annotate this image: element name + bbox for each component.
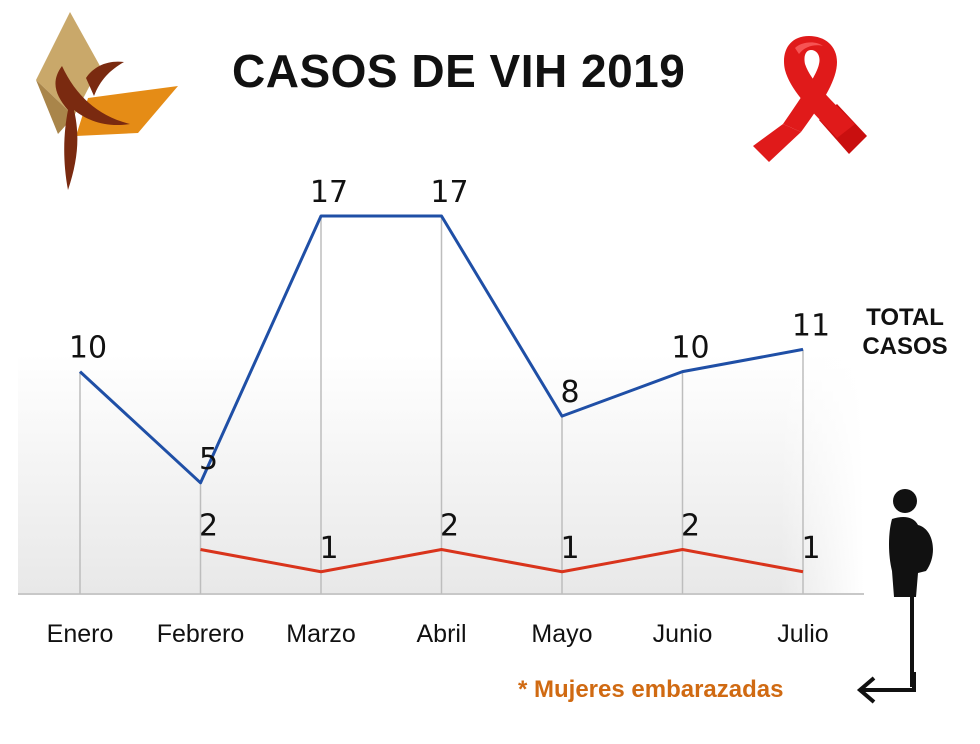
- arrow-left-icon: [856, 672, 916, 704]
- x-tick-label: Julio: [777, 620, 828, 648]
- series-line-pregnant: [200, 548, 804, 574]
- total-cases-label: TOTAL CASOS: [855, 303, 955, 361]
- series-line-total: [78, 214, 804, 485]
- x-tick-label: Abril: [416, 620, 466, 648]
- x-tick-label: Febrero: [157, 620, 245, 648]
- page-title: CASOS DE VIH 2019: [232, 45, 686, 97]
- data-label-total: 8: [560, 375, 579, 410]
- x-tick-label: Enero: [47, 620, 114, 648]
- data-label-pregnant: 1: [801, 531, 820, 566]
- data-label-pregnant: 1: [560, 531, 579, 566]
- data-label-total: 17: [430, 175, 468, 210]
- x-tick-label: Junio: [653, 620, 713, 648]
- total-label-line2: CASOS: [862, 333, 948, 360]
- red-ribbon-icon: [753, 36, 867, 162]
- total-label-line1: TOTAL: [866, 304, 944, 331]
- x-tick-label: Mayo: [531, 620, 592, 648]
- data-label-total: 10: [671, 331, 709, 366]
- data-label-pregnant: 2: [199, 509, 218, 544]
- x-tick-label: Marzo: [286, 620, 355, 648]
- data-label-total: 5: [199, 442, 218, 477]
- plot-background-fade: [780, 354, 864, 594]
- data-label-total: 17: [310, 175, 348, 210]
- data-label-pregnant: 2: [681, 509, 700, 544]
- data-label-pregnant: 1: [319, 531, 338, 566]
- ribbon-leaf-logo: [36, 12, 178, 190]
- pregnant-women-footnote: * Mujeres embarazadas: [518, 676, 784, 703]
- data-label-total: 10: [69, 331, 107, 366]
- data-label-pregnant: 2: [440, 509, 459, 544]
- data-label-total: 11: [792, 308, 830, 343]
